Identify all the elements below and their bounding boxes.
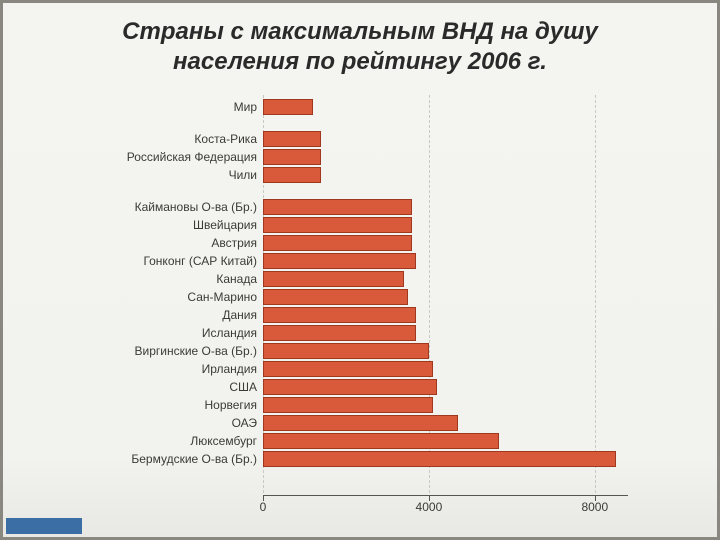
bar-rect	[263, 289, 408, 305]
bar-row: Швейцария	[263, 217, 628, 233]
bar-row: Каймановы О-ва (Бр.)	[263, 199, 628, 215]
title-line-2: населения по рейтингу 2006 г.	[173, 48, 547, 75]
title-line-1: Страны с максимальным ВНД на душу	[122, 18, 598, 45]
bar-label: ОАЭ	[232, 416, 263, 430]
bar-row: Дания	[263, 307, 628, 323]
bar-rect	[263, 343, 429, 359]
bar-row: Сан-Марино	[263, 289, 628, 305]
bar-rect	[263, 271, 404, 287]
bar-row: Бермудские О-ва (Бр.)	[263, 451, 628, 467]
bar-label: Норвегия	[204, 398, 263, 412]
bar-label: Канада	[216, 272, 263, 286]
bar-label: Коста-Рика	[194, 132, 263, 146]
bar-rect	[263, 149, 321, 165]
bar-rect	[263, 235, 412, 251]
bar-label: Австрия	[211, 236, 263, 250]
bar-rect	[263, 415, 458, 431]
bar-label: Исландия	[202, 326, 263, 340]
bar-row: Гонконг (САР Китай)	[263, 253, 628, 269]
bar-row: Исландия	[263, 325, 628, 341]
bar-row: Мир	[263, 99, 628, 115]
bar-label: Российская Федерация	[127, 150, 263, 164]
bar-rect	[263, 131, 321, 147]
bar-row: Коста-Рика	[263, 131, 628, 147]
footer-strip	[6, 518, 82, 534]
bar-row: Люксембург	[263, 433, 628, 449]
bar-label: Мир	[234, 100, 263, 114]
bar-rect	[263, 217, 412, 233]
x-tick-label: 0	[260, 500, 267, 514]
bar-row: Российская Федерация	[263, 149, 628, 165]
bar-label: Швейцария	[193, 218, 263, 232]
bar-label: Гонконг (САР Китай)	[143, 254, 263, 268]
bar-row: Виргинские О-ва (Бр.)	[263, 343, 628, 359]
bar-rect	[263, 397, 433, 413]
x-tick-label: 8000	[581, 500, 608, 514]
bar-row: Норвегия	[263, 397, 628, 413]
bar-row: Австрия	[263, 235, 628, 251]
bar-rect	[263, 379, 437, 395]
bar-row: ОАЭ	[263, 415, 628, 431]
bar-row: Чили	[263, 167, 628, 183]
bar-rect	[263, 199, 412, 215]
bar-label: Бермудские О-ва (Бр.)	[131, 452, 263, 466]
x-tick-label: 4000	[416, 500, 443, 514]
bar-label: Люксембург	[190, 434, 263, 448]
plot-area: Мир Коста-Рика Российская Федерация Чили Кай…	[263, 95, 628, 493]
bar-rect	[263, 253, 416, 269]
bar-label: Чили	[229, 168, 263, 182]
bar-label: США	[229, 380, 263, 394]
bar-label: Ирландия	[202, 362, 263, 376]
slide-frame: Страны с максимальным ВНД на душу населе…	[0, 0, 720, 540]
bar-label: Дания	[222, 308, 263, 322]
bar-rect	[263, 167, 321, 183]
bar-rect	[263, 325, 416, 341]
bar-row: Ирландия	[263, 361, 628, 377]
chart-title: Страны с максимальным ВНД на душу населе…	[3, 3, 717, 77]
bar-rect	[263, 451, 616, 467]
bar-row: США	[263, 379, 628, 395]
bar-rect	[263, 433, 499, 449]
bar-label: Виргинские О-ва (Бр.)	[134, 344, 263, 358]
bar-label: Сан-Марино	[187, 290, 263, 304]
bar-row: Канада	[263, 271, 628, 287]
bar-rect	[263, 307, 416, 323]
bar-rect	[263, 99, 313, 115]
x-axis: 040008000	[263, 495, 628, 496]
bar-label: Каймановы О-ва (Бр.)	[135, 200, 263, 214]
bar-rect	[263, 361, 433, 377]
chart-region: МирКоста-РикаРоссийская ФедерацияЧилиКай…	[63, 95, 628, 513]
